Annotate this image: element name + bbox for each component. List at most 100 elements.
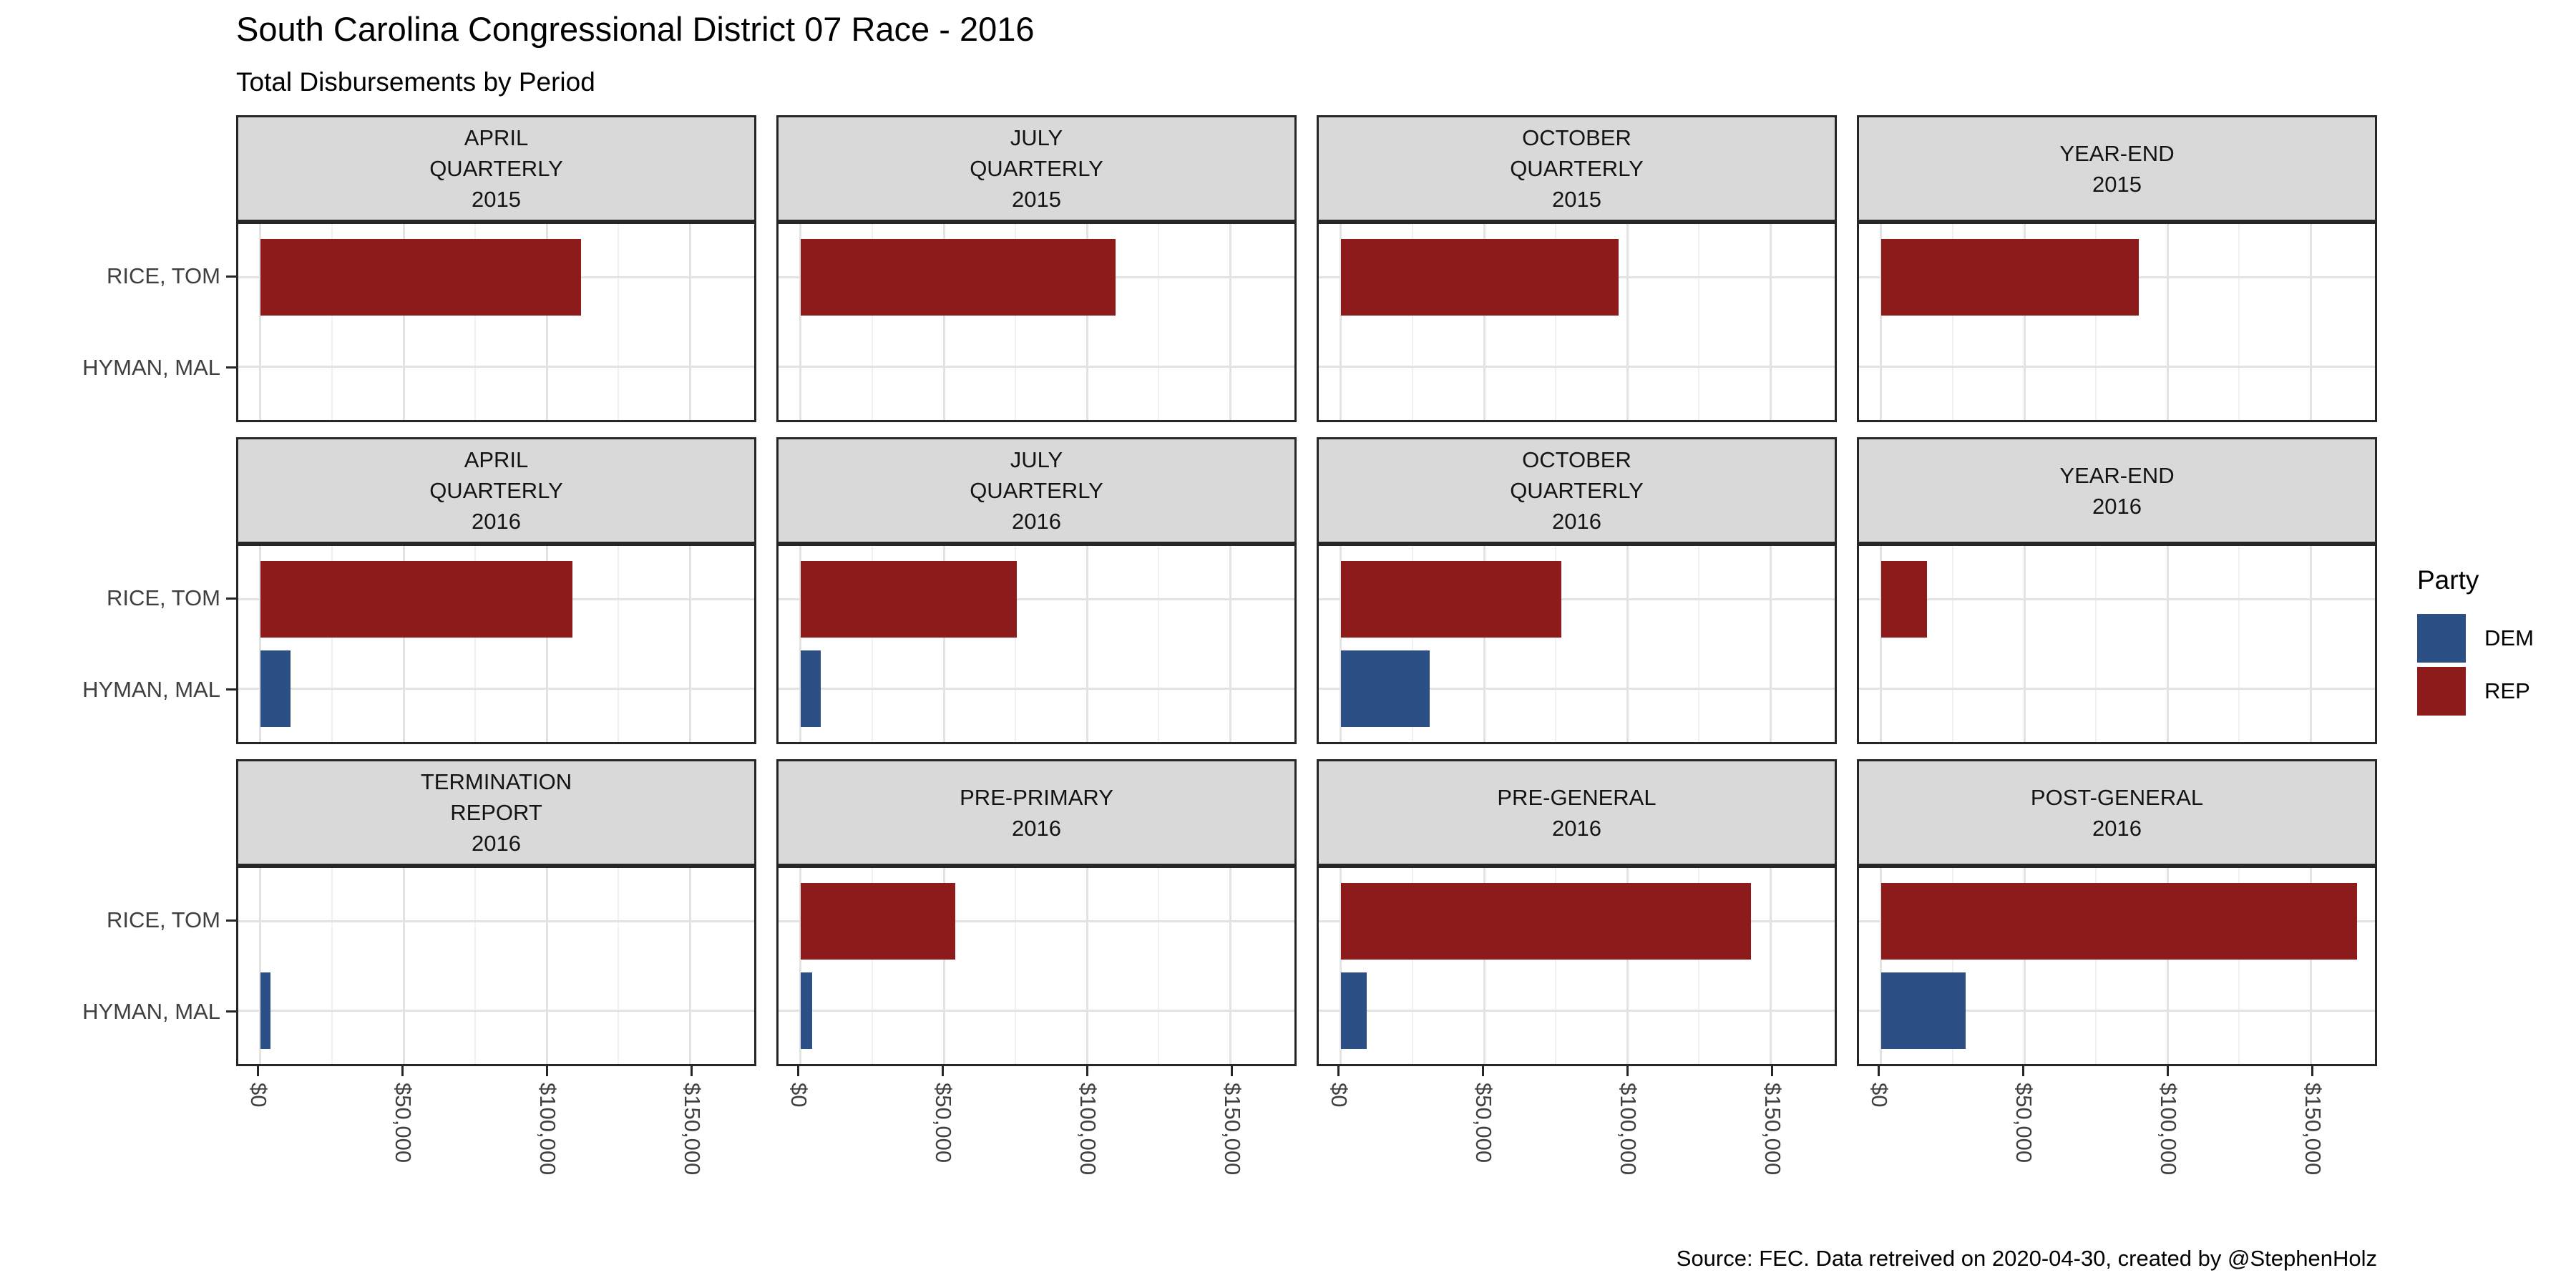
bar-rice-tom	[1340, 239, 1619, 316]
minor-gridline	[618, 868, 620, 1064]
facet-year-end-2016: YEAR-END 2016	[1857, 437, 2377, 744]
major-gridline	[1626, 868, 1629, 1064]
minor-gridline	[1015, 546, 1017, 742]
minor-gridline	[871, 868, 873, 1064]
major-gridline	[1229, 224, 1232, 420]
major-gridline	[2166, 224, 2169, 420]
bar-hyman-mal	[800, 650, 821, 727]
facet-strip: OCTOBER QUARTERLY 2015	[1317, 115, 1837, 222]
minor-gridline	[1951, 224, 1953, 420]
facet-strip-label: QUARTERLY	[970, 156, 1103, 181]
facet-strip-label: PRE-PRIMARY	[960, 784, 1113, 810]
facet-strip-label: OCTOBER	[1522, 125, 1631, 150]
minor-gridline	[1015, 224, 1017, 420]
legend-entry-rep: REP	[2417, 667, 2534, 716]
x-axis-tick	[1771, 1066, 1774, 1076]
minor-gridline	[331, 224, 333, 420]
x-axis-tick	[257, 1066, 260, 1076]
major-gridline-horizontal	[1319, 598, 1835, 601]
major-gridline	[402, 224, 405, 420]
facet-panel	[1857, 544, 2377, 744]
minor-gridline	[871, 546, 873, 742]
facet-row-2: APRIL QUARTERLY 2016 RICE, TOM HYMAN, MAL JUL…	[82, 437, 2377, 744]
x-axis-tick	[2311, 1066, 2314, 1076]
y-axis-tick	[226, 366, 236, 369]
facet-strip: APRIL QUARTERLY 2015	[236, 115, 756, 222]
minor-gridline	[1698, 224, 1700, 420]
legend-label-dem: DEM	[2484, 625, 2534, 650]
facet-strip-label: 2016	[1552, 815, 1601, 841]
facet-panel	[776, 544, 1297, 744]
major-gridline-horizontal	[1859, 1009, 2375, 1012]
facet-panel	[776, 222, 1297, 422]
chart-title: South Carolina Congressional District 07…	[236, 10, 1035, 48]
y-axis-tick	[226, 919, 236, 922]
bar-rice-tom	[1880, 561, 1927, 638]
facet-strip-label: 2016	[1552, 509, 1601, 534]
y-axis-tick	[226, 597, 236, 600]
facet-strip-label: JULY	[1010, 125, 1063, 150]
major-gridline	[942, 546, 945, 742]
minor-gridline	[474, 546, 477, 742]
major-gridline	[2023, 224, 2026, 420]
bar-rice-tom	[800, 561, 1018, 638]
legend-label-rep: REP	[2484, 678, 2530, 703]
facet-strip: POST-GENERAL 2016	[1857, 759, 2377, 866]
facet-panel	[1857, 222, 2377, 422]
bar-hyman-mal	[260, 650, 291, 727]
x-axis-tick	[1878, 1066, 1880, 1076]
facet-strip: TERMINATION REPORT 2016	[236, 759, 756, 866]
facet-panel	[1317, 866, 1837, 1066]
facet-strip: PRE-PRIMARY 2016	[776, 759, 1297, 866]
minor-gridline	[1411, 868, 1413, 1064]
major-gridline	[1880, 868, 1883, 1064]
minor-gridline	[2238, 868, 2240, 1064]
major-gridline-horizontal	[1859, 365, 2375, 368]
bar-hyman-mal	[1340, 650, 1430, 727]
x-axis-tick-label: $50,000	[390, 1083, 416, 1163]
major-gridline	[1770, 546, 1772, 742]
facet-july-quarterly-2016: JULY QUARTERLY 2016	[776, 437, 1297, 744]
minor-gridline	[1158, 224, 1160, 420]
facet-strip: YEAR-END 2016	[1857, 437, 2377, 544]
y-axis-tick	[226, 1010, 236, 1013]
minor-gridline	[2095, 868, 2097, 1064]
x-axis-tick	[1482, 1066, 1485, 1076]
x-axis-tick-label: $0	[1866, 1083, 1892, 1108]
bar-rice-tom	[1880, 239, 2140, 316]
major-gridline-horizontal	[1319, 687, 1835, 690]
major-gridline	[2166, 546, 2169, 742]
major-gridline-horizontal	[1319, 365, 1835, 368]
facet-strip-label: 2016	[1012, 815, 1061, 841]
major-gridline-horizontal	[779, 920, 1294, 923]
facet-april-quarterly-2016: APRIL QUARTERLY 2016 RICE, TOM HYMAN, MAL	[82, 437, 756, 744]
x-axis-tick-label: $100,000	[535, 1083, 560, 1176]
facet-strip-label: QUARTERLY	[970, 478, 1103, 503]
facet-panel	[1317, 222, 1837, 422]
minor-gridline	[1158, 868, 1160, 1064]
facet-year-end-2015: YEAR-END 2015	[1857, 115, 2377, 422]
x-axis-tick-label: $150,000	[679, 1083, 705, 1176]
x-axis-tick	[2167, 1066, 2170, 1076]
major-gridline-horizontal	[1859, 598, 2375, 601]
x-axis-tick	[1086, 1066, 1089, 1076]
facet-strip-label: 2016	[2092, 493, 2142, 519]
major-gridline	[1229, 546, 1232, 742]
facet-strip: JULY QUARTERLY 2015	[776, 115, 1297, 222]
major-gridline	[1770, 868, 1772, 1064]
facet-termination-report-2016: TERMINATION REPORT 2016 RICE, TOM HYMAN, MAL…	[82, 759, 756, 1175]
major-gridline	[545, 546, 548, 742]
major-gridline	[689, 546, 692, 742]
minor-gridline	[474, 224, 477, 420]
major-gridline-horizontal	[238, 1009, 754, 1012]
major-gridline	[2166, 868, 2169, 1064]
major-gridline	[1085, 868, 1088, 1064]
major-gridline-horizontal	[1859, 687, 2375, 690]
chart-caption: Source: FEC. Data retreived on 2020-04-3…	[1676, 1246, 2377, 1271]
facet-panel	[236, 544, 756, 744]
x-axis-tick-label: $50,000	[1470, 1083, 1496, 1163]
minor-gridline	[2238, 224, 2240, 420]
x-axis-tick-label: $150,000	[1219, 1083, 1245, 1176]
minor-gridline	[1015, 868, 1017, 1064]
minor-gridline	[1411, 224, 1413, 420]
